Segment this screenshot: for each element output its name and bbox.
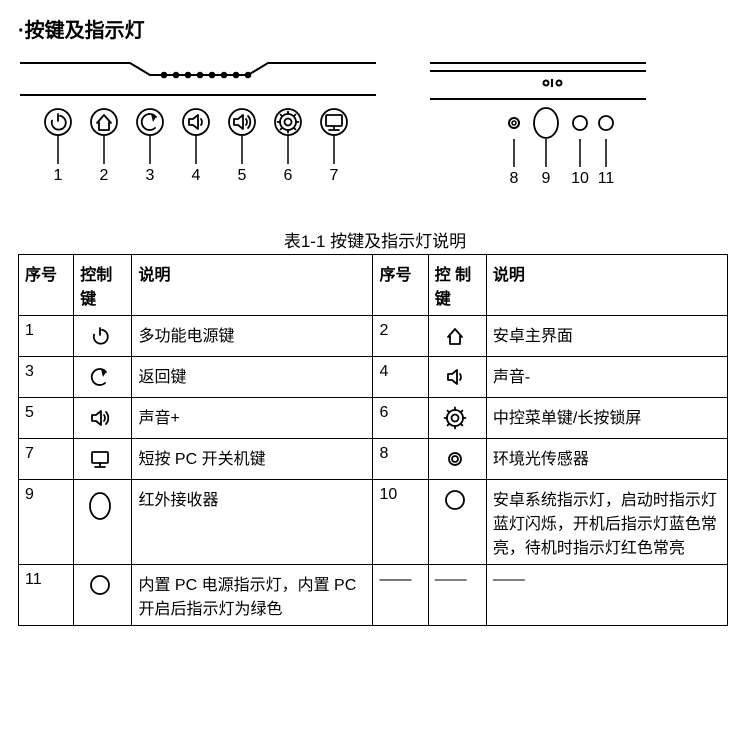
table-caption: 表1-1 按键及指示灯说明 xyxy=(18,227,732,252)
cell-key xyxy=(428,398,486,439)
gear-icon xyxy=(435,404,475,432)
cell-key xyxy=(428,480,486,565)
cell-key xyxy=(74,316,132,357)
oval-icon xyxy=(80,486,120,526)
page-title: ·按键及指示灯 xyxy=(18,14,732,43)
vol-down-icon xyxy=(435,363,475,391)
cell-num: 10 xyxy=(373,480,428,565)
gear-icon xyxy=(275,109,301,135)
front-panel-diagram: 1 2 3 4 5 6 7 xyxy=(18,57,378,197)
cell-key xyxy=(74,439,132,480)
th-key-l: 控制键 xyxy=(74,255,132,316)
home-icon xyxy=(435,322,475,350)
home-icon xyxy=(91,109,117,135)
cell-desc: 安卓系统指示灯，启动时指示灯蓝灯闪烁，开机后指示灯蓝色常亮，待机时指示灯红色常亮 xyxy=(486,480,727,565)
svg-text:11: 11 xyxy=(598,170,615,187)
svg-text:8: 8 xyxy=(510,170,519,187)
cell-num: 8 xyxy=(373,439,428,480)
svg-text:9: 9 xyxy=(542,170,551,187)
svg-text:2: 2 xyxy=(100,167,109,184)
cell-num: 3 xyxy=(19,357,74,398)
cell-key xyxy=(74,565,132,626)
oval-icon xyxy=(534,108,558,138)
th-desc-l: 说明 xyxy=(132,255,373,316)
cell-desc: 安卓主界面 xyxy=(486,316,727,357)
monitor-icon xyxy=(321,109,347,135)
cell-key xyxy=(428,357,486,398)
svg-text:10: 10 xyxy=(571,170,589,187)
cell-desc: —— xyxy=(486,565,727,626)
table-header-row: 序号 控制键 说明 序号 控 制键 说明 xyxy=(19,255,728,316)
cell-key xyxy=(74,357,132,398)
svg-text:4: 4 xyxy=(192,167,201,184)
svg-text:7: 7 xyxy=(330,167,339,184)
indicator-diagram: 8 9 10 11 xyxy=(428,57,648,197)
cell-key xyxy=(428,439,486,480)
svg-text:5: 5 xyxy=(238,167,247,184)
table-row: 3 返回键4 声音- xyxy=(19,357,728,398)
th-desc-r: 说明 xyxy=(486,255,727,316)
table-row: 9 红外接收器10 安卓系统指示灯，启动时指示灯蓝灯闪烁，开机后指示灯蓝色常亮，待机… xyxy=(19,480,728,565)
svg-text:6: 6 xyxy=(284,167,293,184)
th-key-r: 控 制键 xyxy=(428,255,486,316)
cell-key xyxy=(74,398,132,439)
buttons-table: 序号 控制键 说明 序号 控 制键 说明 1多功能电源键2安卓主界面3返回键4声… xyxy=(18,254,728,626)
diagram-area: 1 2 3 4 5 6 7 8 9 10 11 xyxy=(18,57,732,197)
th-num-r: 序号 xyxy=(373,255,428,316)
circ-icon xyxy=(573,116,587,130)
cell-key xyxy=(74,480,132,565)
cell-desc: 声音- xyxy=(486,357,727,398)
cell-num: 2 xyxy=(373,316,428,357)
cell-desc: 声音+ xyxy=(132,398,373,439)
circ-icon xyxy=(435,486,475,514)
vol-up-icon xyxy=(229,109,255,135)
cell-desc: 红外接收器 xyxy=(132,480,373,565)
back-icon xyxy=(80,363,120,391)
vol-up-icon xyxy=(80,404,120,432)
cell-desc: 返回键 xyxy=(132,357,373,398)
cell-num: 11 xyxy=(19,565,74,626)
cell-num: 6 xyxy=(373,398,428,439)
circ-icon xyxy=(80,571,120,599)
cell-desc: 多功能电源键 xyxy=(132,316,373,357)
circ-icon xyxy=(599,116,613,130)
monitor-icon xyxy=(80,445,120,473)
th-num-l: 序号 xyxy=(19,255,74,316)
table-row: 11内置 PC 电源指示灯，内置 PC 开启后指示灯为绿色—————— xyxy=(19,565,728,626)
cell-desc: 中控菜单键/长按锁屏 xyxy=(486,398,727,439)
cell-num: 7 xyxy=(19,439,74,480)
back-icon xyxy=(137,109,163,135)
power-icon xyxy=(80,322,120,350)
svg-text:1: 1 xyxy=(54,167,63,184)
svg-text:3: 3 xyxy=(146,167,155,184)
table-row: 7 短按 PC 开关机键8 环境光传感器 xyxy=(19,439,728,480)
cell-num: 9 xyxy=(19,480,74,565)
cell-num: 5 xyxy=(19,398,74,439)
table-row: 5 声音+6 中控菜单键/长按锁屏 xyxy=(19,398,728,439)
cell-desc: 环境光传感器 xyxy=(486,439,727,480)
vol-down-icon xyxy=(183,109,209,135)
ring-icon xyxy=(435,445,475,473)
cell-num: 1 xyxy=(19,316,74,357)
cell-num: —— xyxy=(373,565,428,626)
power-icon xyxy=(45,109,71,135)
ring-icon xyxy=(509,118,519,128)
cell-desc: 短按 PC 开关机键 xyxy=(132,439,373,480)
cell-key xyxy=(428,316,486,357)
cell-num: 4 xyxy=(373,357,428,398)
table-row: 1 多功能电源键2 安卓主界面 xyxy=(19,316,728,357)
cell-desc: 内置 PC 电源指示灯，内置 PC 开启后指示灯为绿色 xyxy=(132,565,373,626)
cell-key: —— xyxy=(428,565,486,626)
